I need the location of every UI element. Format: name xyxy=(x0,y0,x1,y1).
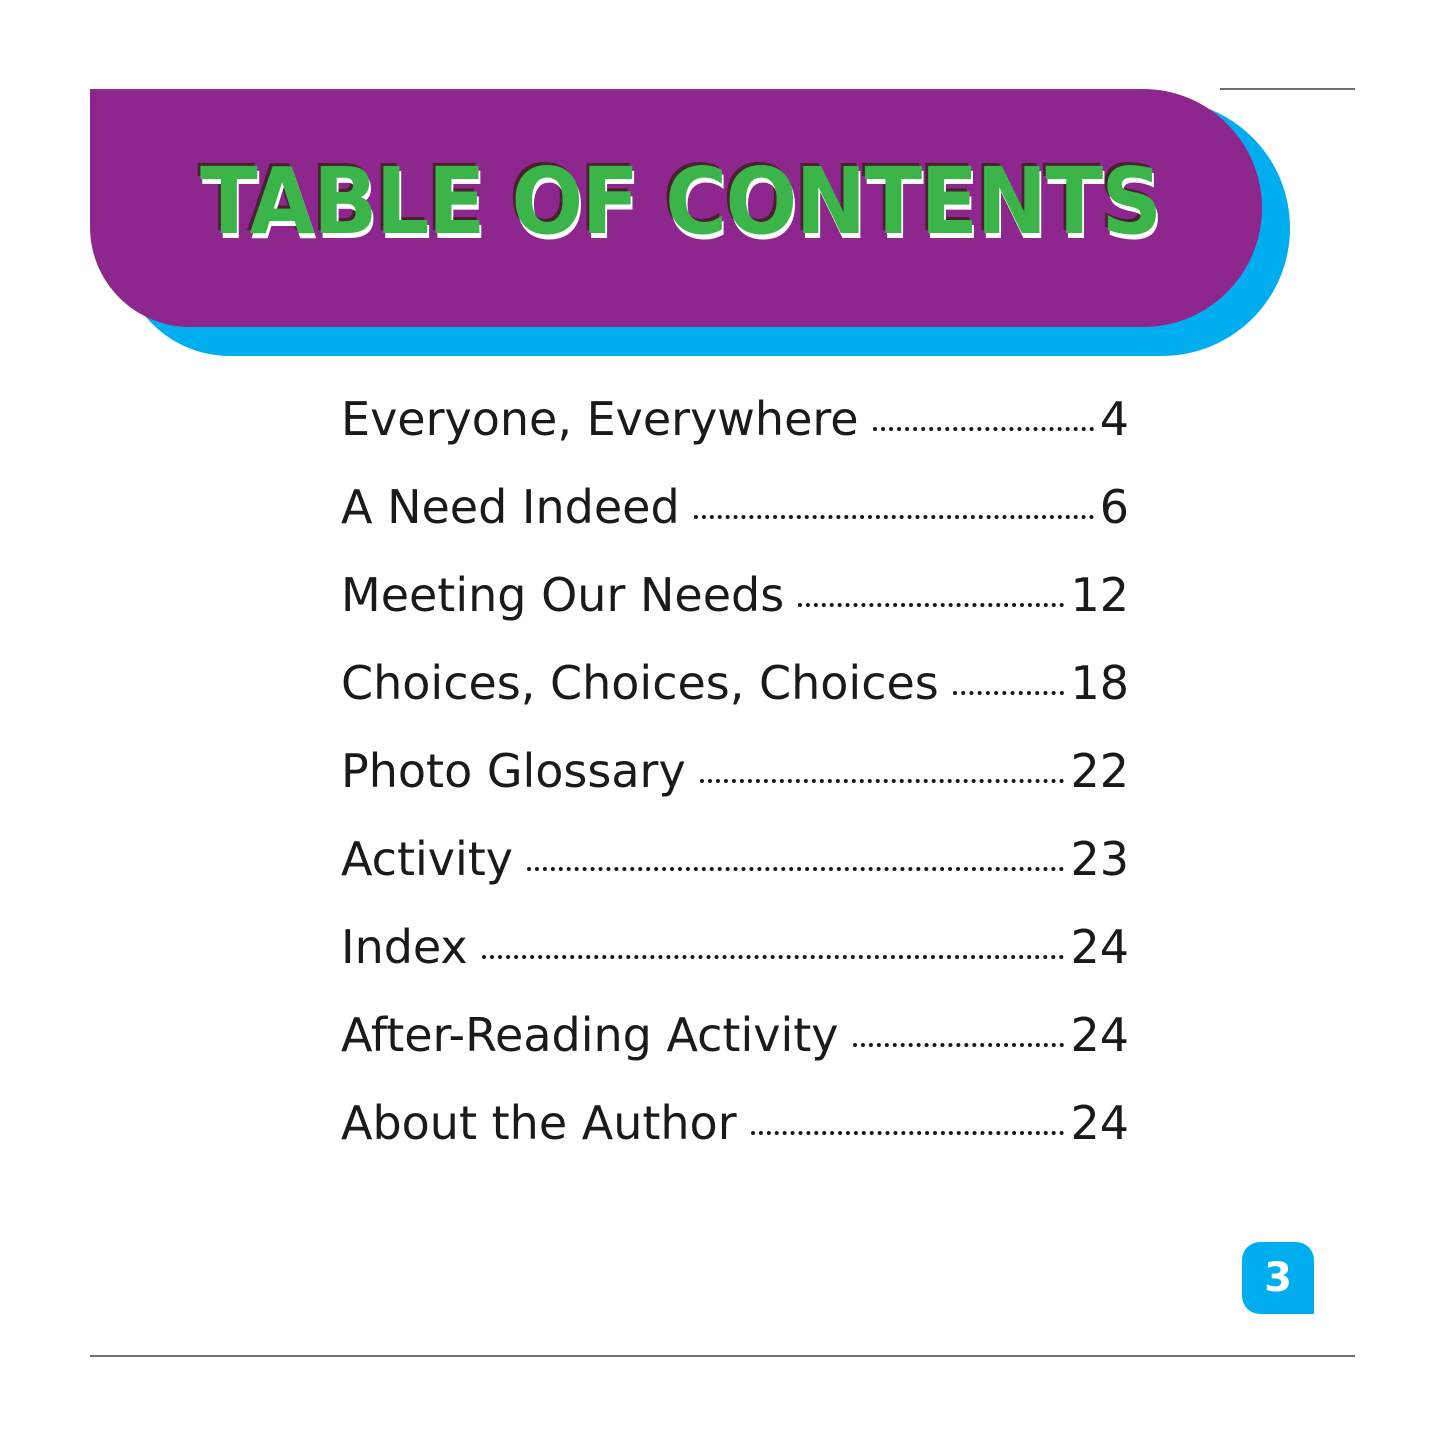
toc-entry-label: Choices, Choices, Choices xyxy=(341,656,939,710)
toc-entry-label: Activity xyxy=(341,832,514,886)
bottom-rule xyxy=(90,1355,1355,1357)
toc-entry-page: 18 xyxy=(1070,656,1129,710)
dot-leader xyxy=(872,427,1094,431)
toc-entry[interactable]: Choices, Choices, Choices 18 xyxy=(341,656,1129,744)
toc-entry-label: Index xyxy=(341,920,468,974)
toc-entry[interactable]: About the Author 24 xyxy=(341,1096,1129,1184)
toc-entry-page: 22 xyxy=(1070,744,1129,798)
toc-entry-page: 24 xyxy=(1070,1096,1129,1150)
dot-leader xyxy=(481,955,1065,959)
toc-entry-page: 24 xyxy=(1070,920,1129,974)
dot-leader xyxy=(952,691,1065,695)
page-title: TABLE OF CONTENTS xyxy=(200,148,1162,255)
toc-entry[interactable]: Activity 23 xyxy=(341,832,1129,920)
toc-entry-page: 23 xyxy=(1070,832,1129,886)
toc-entry-label: Everyone, Everywhere xyxy=(341,392,859,446)
dot-leader xyxy=(693,515,1094,519)
toc-entry[interactable]: Photo Glossary 22 xyxy=(341,744,1129,832)
toc-entry-page: 4 xyxy=(1099,392,1129,446)
toc-entry-label: About the Author xyxy=(341,1096,737,1150)
toc-entry[interactable]: Meeting Our Needs 12 xyxy=(341,568,1129,656)
toc-entry[interactable]: Index 24 xyxy=(341,920,1129,1008)
table-of-contents: Everyone, Everywhere 4 A Need Indeed 6 Meeti… xyxy=(341,392,1129,1184)
toc-entry[interactable]: After-Reading Activity 24 xyxy=(341,1008,1129,1096)
dot-leader xyxy=(527,867,1065,871)
toc-entry-label: A Need Indeed xyxy=(341,480,680,534)
toc-entry[interactable]: A Need Indeed 6 xyxy=(341,480,1129,568)
toc-entry[interactable]: Everyone, Everywhere 4 xyxy=(341,392,1129,480)
toc-entry-label: After-Reading Activity xyxy=(341,1008,839,1062)
dot-leader xyxy=(750,1131,1065,1135)
top-rule xyxy=(1220,88,1355,90)
toc-entry-page: 24 xyxy=(1070,1008,1129,1062)
toc-entry-page: 6 xyxy=(1099,480,1129,534)
dot-leader xyxy=(699,779,1065,783)
dot-leader xyxy=(852,1043,1065,1047)
toc-entry-page: 12 xyxy=(1070,568,1129,622)
dot-leader xyxy=(798,603,1065,607)
title-banner xyxy=(90,89,1262,327)
toc-entry-label: Photo Glossary xyxy=(341,744,686,798)
page-number-badge: 3 xyxy=(1242,1242,1314,1314)
toc-entry-label: Meeting Our Needs xyxy=(341,568,785,622)
